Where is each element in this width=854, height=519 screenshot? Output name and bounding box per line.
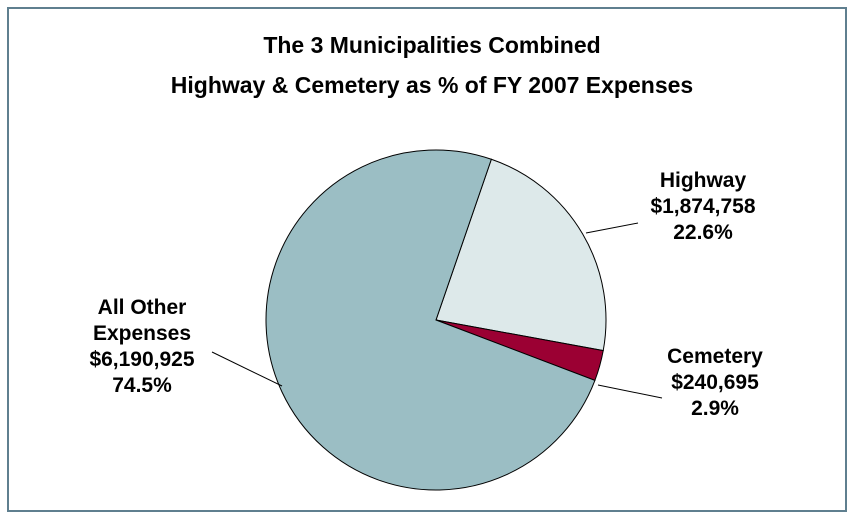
- leader-line: [597, 384, 663, 399]
- slice-label-name: All Other Expenses: [92, 296, 192, 345]
- slice-label-percent: 22.6%: [673, 221, 733, 244]
- slice-label-percent: 2.9%: [691, 397, 739, 420]
- chart-subtitle: Highway & Cemetery as % of FY 2007 Expen…: [171, 72, 693, 98]
- slice-label-name: Highway: [659, 169, 747, 192]
- slice-label-amount: $240,695: [671, 371, 759, 394]
- slice-label-amount: $6,190,925: [89, 348, 195, 371]
- slice-label-name: Cemetery: [667, 345, 763, 368]
- slice-label-amount: $1,874,758: [650, 195, 756, 218]
- chart-title: The 3 Municipalities Combined: [263, 32, 600, 58]
- slice-label-percent: 74.5%: [112, 374, 172, 397]
- pie-slice: [435, 158, 607, 352]
- leader-line: [585, 222, 639, 234]
- leader-line: [211, 351, 283, 387]
- pie-slice: [265, 149, 596, 491]
